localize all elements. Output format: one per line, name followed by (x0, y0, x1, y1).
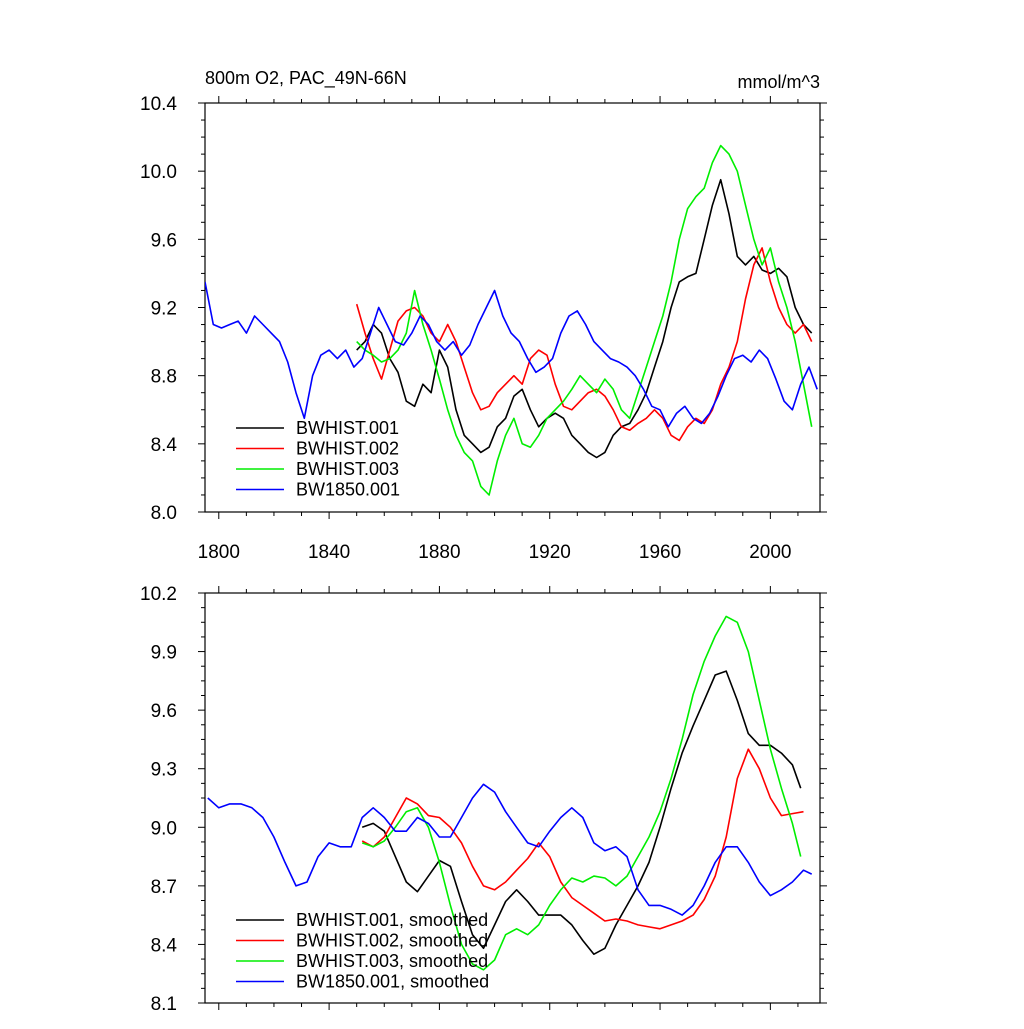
y-tick-label: 9.6 (151, 701, 177, 722)
x-tick-label: 1920 (529, 542, 571, 563)
x-tick-label: 2000 (749, 542, 791, 563)
y-tick-label: 8.8 (151, 367, 177, 388)
legend-label: BWHIST.001, smoothed (296, 910, 488, 930)
y-tick-label: 8.7 (151, 877, 177, 898)
x-tick-label: 1880 (418, 542, 460, 563)
series-line-bw1850-001 (205, 281, 818, 428)
y-tick-label: 8.4 (151, 935, 178, 956)
y-tick-label: 9.3 (151, 760, 177, 781)
y-tick-label: 9.9 (151, 643, 177, 664)
y-tick-label: 10.4 (140, 94, 177, 115)
y-tick-label: 8.1 (151, 994, 177, 1015)
top-panel: 1800 1840 1880 1920 1960 2000 8.0 8.4 8.8 9.2 9.6 1… (140, 68, 827, 563)
legend-label: BWHIST.001 (296, 418, 399, 438)
y-tick-label: 8.4 (151, 435, 178, 456)
legend-label: BW1850.001, smoothed (296, 972, 489, 992)
legend-label: BWHIST.002 (296, 439, 399, 459)
y-tick-label: 10.0 (140, 162, 177, 183)
chart-title: 800m O2, PAC_49N-66N (205, 68, 407, 89)
y-tick-label: 9.0 (151, 818, 177, 839)
series-line-bwhist-003 (356, 144, 813, 496)
series-line-bw1850-001 (207, 783, 813, 916)
series-line-bwhist-003 (361, 615, 802, 971)
x-tick-label: 1960 (639, 542, 681, 563)
legend-label: BWHIST.003 (296, 459, 399, 479)
bottom-panel: 8.1 8.4 8.7 9.0 9.3 9.6 9.9 10.2 BWHIST.001, smo… (140, 584, 827, 1015)
y-tick-label: 8.0 (151, 503, 177, 524)
legend-label: BWHIST.002, smoothed (296, 931, 488, 951)
legend-label: BW1850.001 (296, 480, 400, 500)
units-label: mmol/m^3 (738, 72, 820, 92)
series-line-bwhist-002 (355, 247, 813, 442)
y-tick-label: 9.6 (151, 230, 177, 251)
legend-label: BWHIST.003, smoothed (296, 951, 488, 971)
x-tick-label: 1800 (198, 542, 240, 563)
y-tick-label: 10.2 (140, 584, 177, 605)
series-line-bwhist-001 (356, 178, 813, 459)
y-tick-label: 9.2 (151, 299, 177, 320)
x-tick-label: 1840 (308, 542, 350, 563)
series-line-bwhist-001 (361, 670, 802, 956)
series-line-bwhist-002 (361, 748, 804, 930)
